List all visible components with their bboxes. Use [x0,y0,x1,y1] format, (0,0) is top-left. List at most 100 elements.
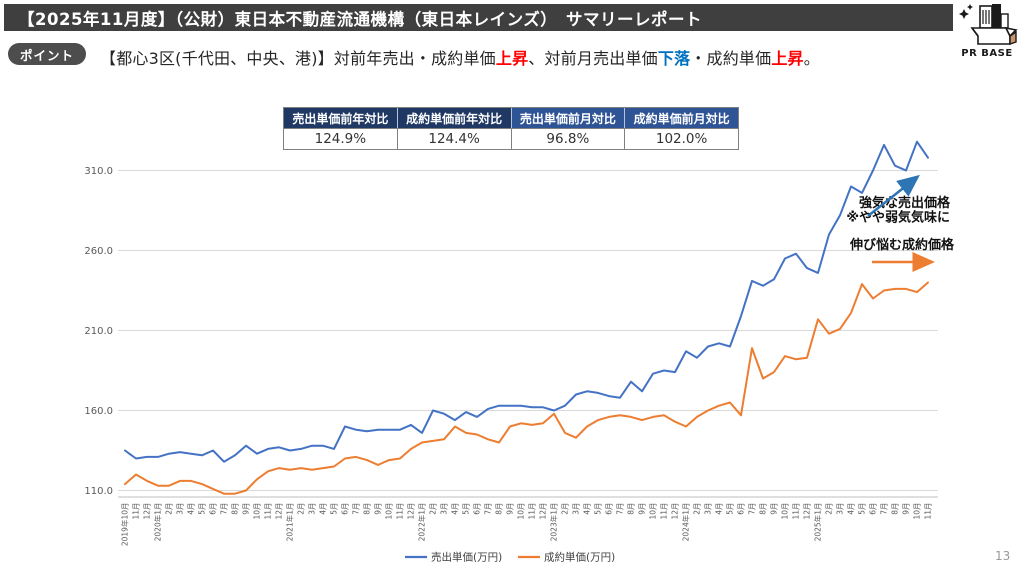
x-tick-label: 11月 [528,503,537,520]
x-tick-label: 3月 [308,503,317,515]
sparkle-icon [967,4,973,10]
summary-value-row: 124.9% 124.4% 96.8% 102.0% [284,128,738,149]
x-tick-label: 4月 [715,503,724,515]
x-tick-label: 8月 [891,503,900,515]
x-tick-label: 3月 [836,503,845,515]
x-tick-label: 6月 [209,503,218,515]
x-tick-label: 12月 [671,503,680,520]
x-tick-label: 2022年1月 [417,503,427,542]
box-buildings-icon [959,4,1018,45]
x-tick-label: 9月 [374,503,383,515]
x-tick-label: 4月 [451,503,460,515]
point-badge-label: ポイント [19,47,74,63]
x-tick-label: 4月 [847,503,856,515]
x-tick-label: 9月 [902,503,911,515]
x-tick-label: 9月 [770,503,779,515]
summary-table: 売出単価前年対比 成約単価前年対比 売出単価前月対比 成約単価前月対比 124.… [283,107,739,150]
summary-header-row: 売出単価前年対比 成約単価前年対比 売出単価前月対比 成約単価前月対比 [284,108,738,128]
summary-value-cell: 124.4% [397,128,512,149]
x-tick-label: 2月 [297,503,306,515]
point-text-segment: 。 [803,49,820,68]
x-tick-label: 3月 [176,503,185,515]
point-text-segment: 上昇 [495,49,529,68]
x-tick-label: 8月 [363,503,372,515]
x-tick-label: 3月 [704,503,713,515]
x-tick-label: 12月 [407,503,416,520]
summary-header-cell: 売出単価前年対比 [284,108,398,128]
annotation-bullish-asking: ※やや弱気気味に [846,210,950,226]
x-tick-label: 2019年10月 [120,503,130,547]
x-tick-label: 11月 [396,503,405,520]
summary-value-cell: 96.8% [511,128,626,149]
x-tick-label: 2月 [165,503,174,515]
x-tick-label: 10月 [649,503,658,520]
point-badge: ポイント [8,43,86,65]
x-tick-label: 2月 [561,503,570,515]
point-text-segment: 、対前月売出単価 [528,49,658,68]
x-tick-label: 7月 [220,503,229,515]
x-tick-label: 6月 [341,503,350,515]
summary-header-cell: 売出単価前月対比 [511,108,626,128]
x-tick-label: 12月 [803,503,812,520]
x-tick-label: 6月 [605,503,614,515]
x-tick-label: 2020年1月 [153,503,163,542]
bullish-arrow-icon [867,174,920,217]
summary-value-cell: 124.9% [284,128,398,149]
x-tick-label: 6月 [737,503,746,515]
legend-label: 成約単価(万円) [544,551,615,564]
x-tick-label: 5月 [198,503,207,515]
page-number: 13 [995,549,1011,563]
x-tick-label: 7月 [616,503,625,515]
contract-price-line [124,281,929,495]
point-text-segment: 上昇 [771,49,804,68]
x-tick-label: 2月 [825,503,834,515]
x-tick-label: 8月 [759,503,768,515]
x-tick-label: 12月 [143,503,152,520]
pr-base-logo: PR BASE [952,2,1022,59]
x-tick-label: 2021年1月 [285,503,295,542]
x-tick-label: 5月 [330,503,339,515]
summary-value-cell: 102.0% [625,128,738,149]
x-tick-label: 3月 [440,503,449,515]
x-tick-label: 5月 [858,503,867,515]
x-tick-label: 10月 [385,503,394,520]
x-tick-label: 7月 [880,503,889,515]
point-text: 【都心3区(千代田、中央、港)】対前年売出・成約単価上昇、対前月売出単価下落・成… [100,45,950,69]
x-tick-label: 10月 [253,503,262,520]
x-tick-label: 7月 [748,503,757,515]
logo-label: PR BASE [961,48,1013,59]
asking-price-line [124,140,929,463]
x-tick-label: 4月 [583,503,592,515]
x-tick-label: 5月 [594,503,603,515]
y-tick-label: 210.0 [84,326,113,337]
x-tick-label: 2025年1月 [813,503,823,542]
annotation-bullish-asking: 強気な売出価格 [859,195,951,211]
x-tick-label: 5月 [462,503,471,515]
x-tick-label: 2023年1月 [549,503,559,542]
title-bar: 【2025年11月度】（公財）東日本不動産流通機構（東日本レインズ） サマリーレ… [4,4,953,31]
x-tick-label: 9月 [506,503,515,515]
x-tick-label: 9月 [242,503,251,515]
x-tick-label: 6月 [869,503,878,515]
summary-header-cell: 成約単価前年対比 [397,108,512,128]
page-title: 【2025年11月度】（公財）東日本不動産流通機構（東日本レインズ） サマリーレ… [18,9,703,29]
x-tick-label: 11月 [924,503,933,520]
y-tick-label: 160.0 [84,406,113,417]
legend-label: 売出単価(万円) [431,551,502,564]
x-tick-label: 10月 [781,503,790,520]
x-tick-label: 2月 [429,503,438,515]
x-tick-label: 7月 [484,503,493,515]
x-tick-label: 10月 [913,503,922,520]
x-tick-label: 12月 [539,503,548,520]
y-tick-label: 110.0 [84,486,113,497]
x-tick-label: 8月 [495,503,504,515]
x-tick-label: 8月 [627,503,636,515]
x-tick-label: 11月 [792,503,801,520]
x-tick-label: 9月 [638,503,647,515]
y-tick-label: 310.0 [84,166,113,177]
x-tick-label: 2024年1月 [681,503,691,542]
x-tick-label: 11月 [264,503,273,520]
y-tick-label: 260.0 [84,246,113,257]
